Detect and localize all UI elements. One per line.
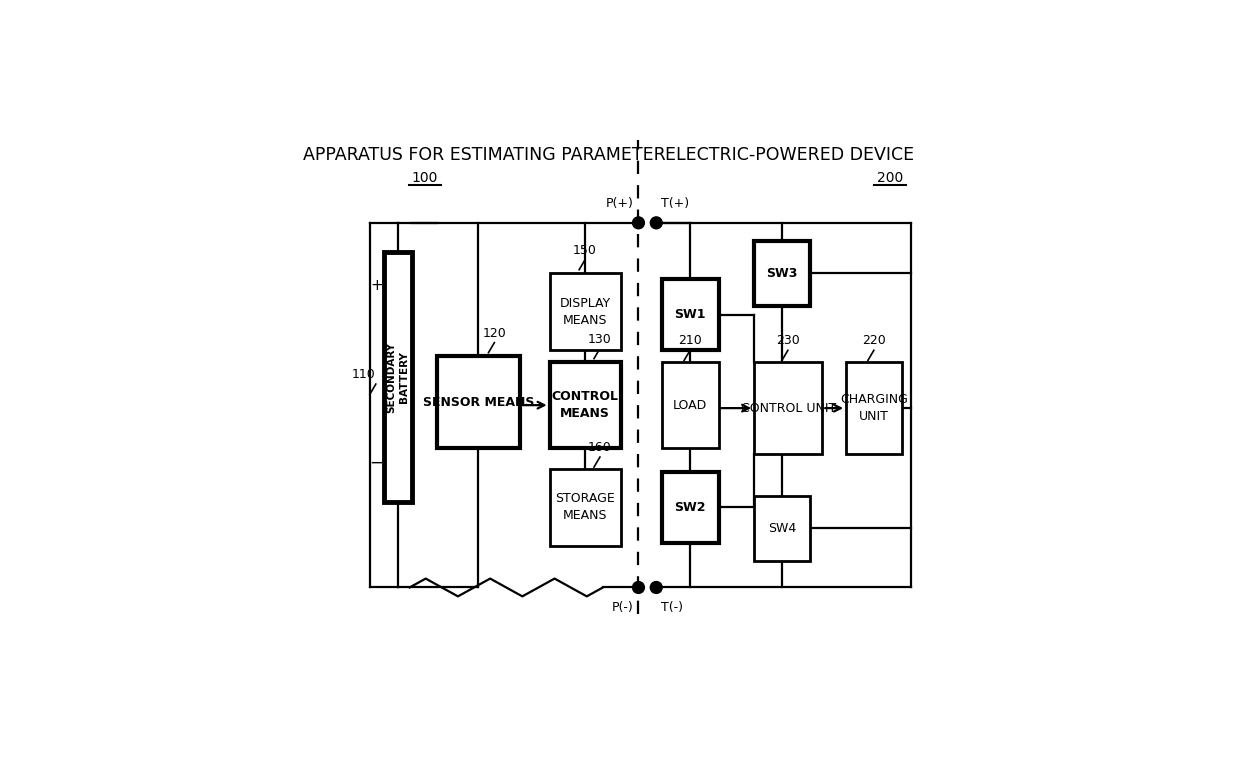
Text: SW2: SW2: [675, 501, 706, 514]
Text: CONTROL
MEANS: CONTROL MEANS: [552, 390, 619, 420]
Text: 220: 220: [862, 334, 885, 347]
FancyBboxPatch shape: [662, 472, 718, 543]
FancyBboxPatch shape: [383, 253, 412, 501]
FancyBboxPatch shape: [662, 362, 718, 448]
Text: CHARGING
UNIT: CHARGING UNIT: [841, 393, 908, 424]
Text: LOAD: LOAD: [673, 399, 708, 412]
Text: SW4: SW4: [768, 522, 796, 534]
Text: 160: 160: [588, 441, 611, 454]
FancyBboxPatch shape: [549, 273, 621, 350]
Text: ELECTRIC-POWERED DEVICE: ELECTRIC-POWERED DEVICE: [665, 146, 914, 164]
Text: SW1: SW1: [675, 308, 706, 321]
FancyBboxPatch shape: [754, 496, 811, 561]
Text: 230: 230: [776, 334, 800, 347]
Text: CONTROL UNIT: CONTROL UNIT: [740, 402, 836, 414]
Text: T(-): T(-): [661, 601, 683, 614]
Circle shape: [632, 217, 645, 229]
FancyBboxPatch shape: [549, 362, 621, 448]
Text: +: +: [370, 278, 383, 293]
FancyBboxPatch shape: [549, 469, 621, 546]
Text: 200: 200: [878, 172, 904, 186]
Text: −: −: [370, 454, 383, 472]
Circle shape: [632, 581, 645, 594]
Text: STORAGE
MEANS: STORAGE MEANS: [556, 493, 615, 522]
Text: DISPLAY
MEANS: DISPLAY MEANS: [559, 296, 610, 326]
Text: 210: 210: [678, 334, 702, 347]
Text: 100: 100: [412, 172, 438, 186]
Text: 110: 110: [352, 368, 376, 381]
FancyBboxPatch shape: [754, 362, 822, 454]
Text: P(+): P(+): [606, 197, 634, 209]
FancyBboxPatch shape: [662, 280, 718, 350]
Circle shape: [650, 217, 662, 229]
Text: T(+): T(+): [661, 197, 689, 209]
FancyBboxPatch shape: [754, 240, 811, 306]
Circle shape: [650, 581, 662, 594]
Text: SW3: SW3: [766, 266, 797, 280]
Text: 120: 120: [482, 326, 506, 340]
FancyBboxPatch shape: [846, 362, 903, 454]
FancyBboxPatch shape: [436, 357, 520, 448]
Text: SENSOR MEANS: SENSOR MEANS: [423, 396, 534, 409]
Text: P(-): P(-): [613, 601, 634, 614]
Text: APPARATUS FOR ESTIMATING PARAMETER: APPARATUS FOR ESTIMATING PARAMETER: [303, 146, 666, 164]
Text: 130: 130: [588, 333, 611, 346]
Text: 150: 150: [573, 243, 596, 256]
Text: SECONDARY
BATTERY: SECONDARY BATTERY: [386, 341, 409, 413]
